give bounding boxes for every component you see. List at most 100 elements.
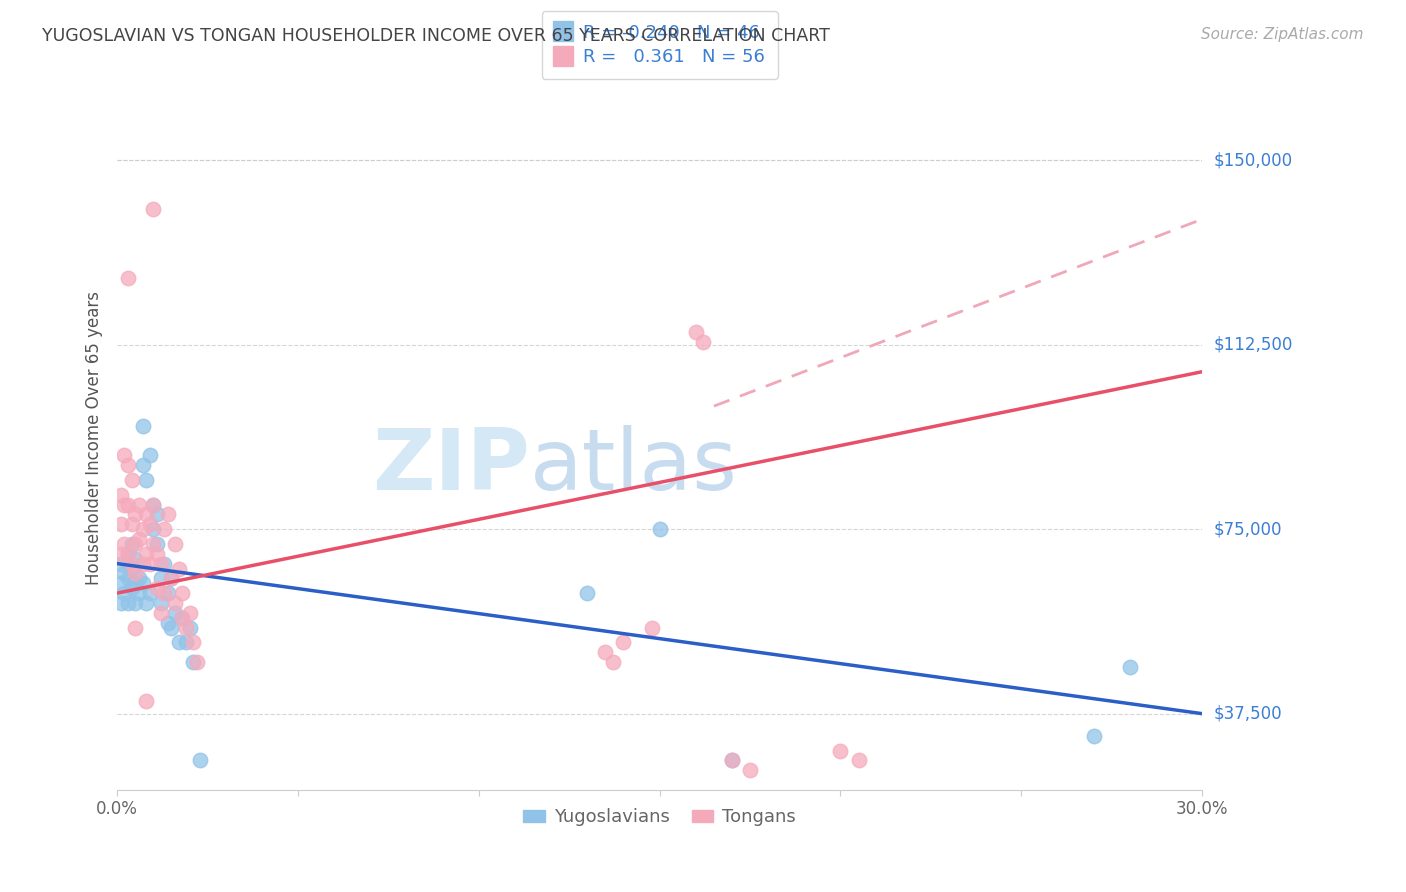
Point	[117, 271, 139, 285]
Point	[595, 645, 617, 659]
Text: ZIP: ZIP	[371, 425, 530, 508]
Point	[128, 586, 150, 600]
Point	[190, 753, 212, 767]
Point	[179, 606, 201, 620]
Point	[131, 418, 153, 433]
Point	[172, 586, 194, 600]
Point	[131, 458, 153, 473]
Point	[110, 517, 132, 532]
Point	[117, 596, 139, 610]
Point	[121, 517, 143, 532]
Point	[602, 655, 624, 669]
Point	[146, 581, 169, 595]
Point	[124, 508, 146, 522]
Point	[576, 586, 599, 600]
Point	[179, 621, 201, 635]
Point	[112, 586, 135, 600]
Point	[174, 621, 197, 635]
Point	[721, 753, 744, 767]
Point	[156, 508, 179, 522]
Text: $150,000: $150,000	[1213, 151, 1292, 169]
Point	[648, 522, 671, 536]
Point	[117, 571, 139, 585]
Point	[181, 655, 204, 669]
Point	[142, 498, 165, 512]
Text: Source: ZipAtlas.com: Source: ZipAtlas.com	[1201, 27, 1364, 42]
Text: $112,500: $112,500	[1213, 335, 1292, 353]
Point	[160, 571, 183, 585]
Point	[160, 571, 183, 585]
Point	[131, 522, 153, 536]
Point	[135, 547, 157, 561]
Point	[165, 537, 187, 551]
Point	[112, 498, 135, 512]
Point	[156, 615, 179, 630]
Point	[142, 522, 165, 536]
Point	[142, 498, 165, 512]
Point	[142, 202, 165, 217]
Text: $37,500: $37,500	[1213, 705, 1282, 723]
Point	[117, 498, 139, 512]
Point	[131, 557, 153, 571]
Point	[110, 488, 132, 502]
Point	[121, 561, 143, 575]
Point	[146, 547, 169, 561]
Point	[685, 326, 707, 340]
Point	[156, 586, 179, 600]
Point	[153, 586, 176, 600]
Point	[128, 532, 150, 546]
Point	[112, 537, 135, 551]
Point	[1119, 660, 1142, 674]
Point	[124, 621, 146, 635]
Point	[110, 557, 132, 571]
Point	[612, 635, 634, 649]
Point	[138, 448, 160, 462]
Point	[117, 458, 139, 473]
Point	[138, 557, 160, 571]
Point	[117, 547, 139, 561]
Point	[692, 335, 714, 350]
Point	[124, 576, 146, 591]
Point	[153, 557, 176, 571]
Point	[135, 473, 157, 487]
Point	[110, 547, 132, 561]
Point	[131, 576, 153, 591]
Point	[121, 537, 143, 551]
Point	[165, 606, 187, 620]
Point	[135, 596, 157, 610]
Point	[124, 537, 146, 551]
Point	[738, 763, 761, 777]
Point	[165, 596, 187, 610]
Point	[135, 508, 157, 522]
Point	[830, 743, 852, 757]
Text: YUGOSLAVIAN VS TONGAN HOUSEHOLDER INCOME OVER 65 YEARS CORRELATION CHART: YUGOSLAVIAN VS TONGAN HOUSEHOLDER INCOME…	[42, 27, 830, 45]
Point	[149, 557, 172, 571]
Point	[153, 522, 176, 536]
Point	[172, 611, 194, 625]
Point	[160, 621, 183, 635]
Point	[149, 571, 172, 585]
Point	[146, 508, 169, 522]
Point	[138, 517, 160, 532]
Point	[186, 655, 208, 669]
Point	[167, 561, 190, 575]
Point	[112, 448, 135, 462]
Legend: Yugoslavians, Tongans: Yugoslavians, Tongans	[516, 801, 803, 834]
Point	[641, 621, 664, 635]
Point	[121, 581, 143, 595]
Point	[721, 753, 744, 767]
Point	[128, 571, 150, 585]
Text: atlas: atlas	[530, 425, 738, 508]
Point	[142, 537, 165, 551]
Point	[124, 596, 146, 610]
Point	[181, 635, 204, 649]
Point	[167, 635, 190, 649]
Point	[124, 566, 146, 581]
Point	[135, 694, 157, 708]
Point	[138, 586, 160, 600]
Point	[110, 596, 132, 610]
Point	[848, 753, 870, 767]
Y-axis label: Householder Income Over 65 years: Householder Income Over 65 years	[86, 291, 103, 585]
Point	[112, 566, 135, 581]
Point	[149, 596, 172, 610]
